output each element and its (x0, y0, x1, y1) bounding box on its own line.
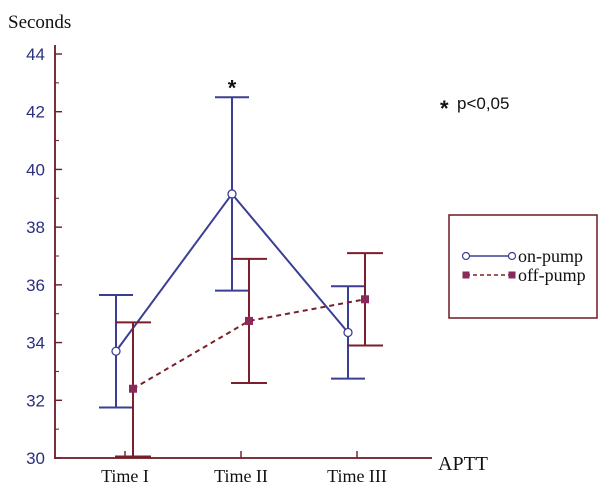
point-on-pump (111, 346, 121, 356)
legend-on-pump-marker-right (507, 251, 517, 261)
y-axis-label: Seconds (8, 12, 71, 33)
y-tick-label: 36 (26, 276, 45, 295)
series-on-pump (99, 96, 365, 409)
axes: 30 32 34 36 38 40 42 44 Time I Time II Time III (26, 45, 432, 486)
x-tick-label: Time II (214, 466, 268, 486)
y-tick-label: 34 (26, 334, 45, 353)
point-off-pump (245, 316, 253, 325)
legend-on-pump-marker-left (461, 251, 471, 261)
legend-on-pump-label: on-pump (518, 246, 583, 266)
y-tick-label: 30 (26, 449, 45, 468)
y-tick-label: 32 (26, 391, 45, 410)
point-on-pump (343, 327, 353, 338)
series-layer (99, 96, 383, 458)
point-off-pump (361, 295, 369, 304)
point-off-pump (129, 384, 137, 393)
legend-off-pump-label: off-pump (518, 265, 586, 285)
legend-off-pump-marker-left (462, 271, 470, 279)
y-tick-label: 42 (26, 103, 45, 122)
x-axis-label: APTT (438, 453, 488, 475)
annotation-star: * (440, 96, 449, 121)
legend-box (448, 214, 598, 319)
annotation-text: p<0,05 (457, 94, 509, 113)
point-on-pump (227, 189, 237, 199)
significance-star: * (228, 75, 237, 100)
y-tick-label: 40 (26, 160, 45, 179)
y-tick-label: 38 (26, 218, 45, 237)
significance-annotation: * p<0,05 (440, 94, 509, 121)
series-off-pump (115, 252, 383, 458)
legend: on-pump off-pump (448, 214, 598, 319)
x-tick-label: Time I (101, 466, 149, 486)
legend-off-pump-marker-right (508, 271, 516, 279)
y-tick-label: 44 (26, 45, 45, 64)
x-tick-label: Time III (327, 466, 387, 486)
